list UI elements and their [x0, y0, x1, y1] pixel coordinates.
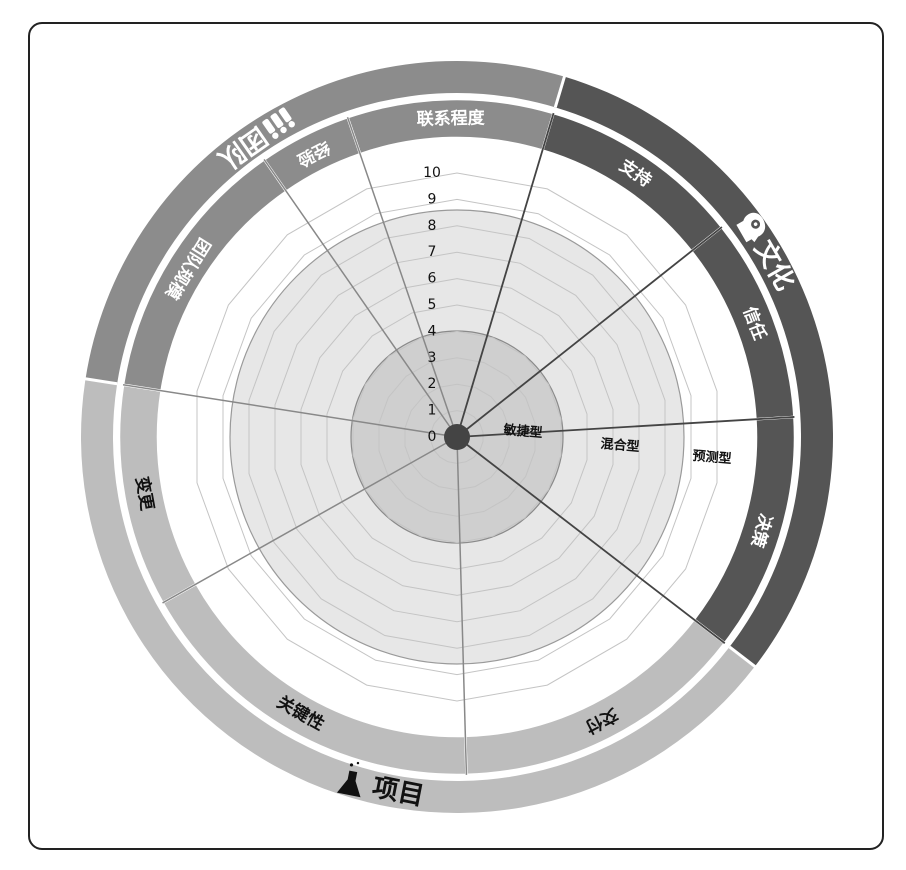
spoke [456, 416, 795, 438]
scale-tick: 1 [428, 403, 437, 419]
center-hub [444, 424, 470, 450]
grid-ring [326, 304, 588, 570]
segment-ring [117, 97, 797, 777]
group-divider [728, 645, 758, 669]
group-label-project: 项目 [336, 761, 427, 812]
spoke [456, 436, 726, 644]
scale-tick: 7 [428, 244, 437, 260]
flask-icon [336, 761, 361, 798]
group-divider [553, 74, 567, 108]
scale-tick: 9 [428, 191, 437, 207]
scale-tick: 10 [423, 165, 441, 181]
spoke [346, 116, 458, 438]
zone-label: 敏捷型 [502, 422, 543, 441]
spoke [456, 226, 723, 438]
grid-ring [300, 278, 614, 596]
head-gears-icon [736, 212, 766, 243]
grid-ring [222, 198, 692, 676]
scale-tick: 4 [428, 323, 437, 339]
spoke [456, 436, 468, 775]
scale-tick: 0 [428, 429, 437, 445]
group-name: 项目 [370, 773, 427, 812]
scale-ticks: 0 1 2 3 4 5 6 7 8 9 10 [423, 165, 441, 445]
grid-ring [274, 251, 640, 623]
scale-tick: 5 [428, 297, 437, 313]
grid-ring [248, 225, 666, 649]
grid-ring [404, 383, 510, 491]
spoke [456, 112, 555, 438]
spoke [122, 383, 458, 438]
diagram-frame [28, 22, 884, 850]
zone-label: 混合型 [600, 436, 640, 455]
scale-tick: 3 [428, 350, 437, 366]
spoke [162, 436, 458, 604]
zone-label: 预测型 [692, 448, 732, 467]
people-icon [262, 107, 295, 139]
spoke [263, 159, 458, 438]
grid-ring [378, 357, 536, 517]
grid-ring [352, 330, 562, 544]
scale-tick: 6 [428, 271, 437, 287]
radar-spokes [122, 112, 795, 775]
scale-tick: 2 [428, 376, 437, 392]
segment-label: 联系程度 [416, 107, 485, 129]
scale-tick: 8 [428, 218, 437, 234]
group-arc-team [85, 61, 565, 384]
grid-ring [196, 172, 718, 702]
group-divider [83, 377, 118, 386]
